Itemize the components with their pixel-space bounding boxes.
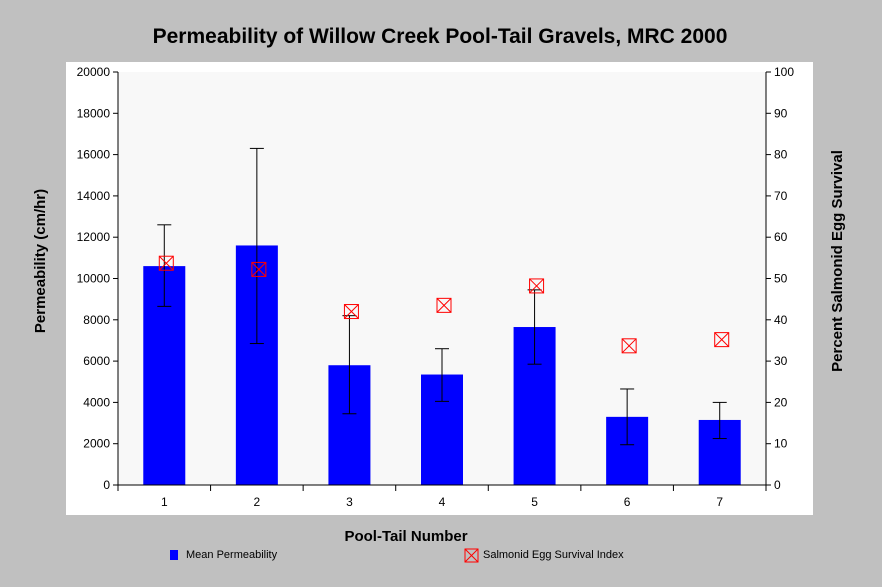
survival-marker-cross-b [344,304,359,319]
survival-marker-cross-b [158,255,174,271]
x-tick-label: 6 [624,495,631,509]
x-tick-label: 7 [716,495,723,509]
legend-label-egg-survival: Salmonid Egg Survival Index [483,549,624,561]
y2-axis-title: Percent Salmonid Egg Survival [829,150,846,372]
y-tick-label: 12000 [77,230,111,244]
survival-marker-cross-b [436,297,452,313]
red-boxed-x-icon [464,548,479,562]
legend-label-mean-permeability: Mean Permeability [186,549,278,561]
survival-marker [343,304,359,320]
x-tick-label: 5 [531,495,538,509]
y-tick-label: 10000 [77,272,111,286]
y2-tick-label: 70 [774,189,788,203]
survival-marker [436,297,452,313]
x-axis-title: Pool-Tail Number [344,528,467,545]
y-axis-title: Permeability (cm/hr) [32,189,49,333]
legend-item-egg-survival: Salmonid Egg Survival Index [464,547,624,563]
survival-marker-cross-b [621,338,637,354]
y2-tick-label: 40 [774,313,788,327]
bar-legend-swatch [170,550,178,560]
y2-tick-label: 90 [774,106,788,120]
survival-marker [529,278,545,294]
x-tick-label: 1 [161,495,168,509]
y-tick-label: 14000 [77,189,111,203]
survival-marker [714,332,730,348]
survival-marker [621,338,637,354]
survival-marker-cross-b [251,262,267,277]
x-tick-label: 3 [346,495,353,509]
y-tick-label: 16000 [77,148,111,162]
y2-tick-label: 30 [774,354,788,368]
y-tick-label: 6000 [83,354,110,368]
legend-item-mean-permeability: Mean Permeability [170,547,277,563]
y-tick-label: 8000 [83,313,110,327]
chart-marks: 0200040006000800010000120001400016000180… [77,65,795,509]
y2-tick-label: 10 [774,437,788,451]
survival-marker [158,255,174,271]
y2-tick-label: 80 [774,148,788,162]
x-tick-label: 2 [254,495,261,509]
y-tick-label: 2000 [83,437,110,451]
y2-tick-label: 0 [774,478,781,492]
y2-tick-label: 50 [774,272,788,286]
y-tick-label: 0 [103,478,110,492]
y2-tick-label: 20 [774,395,788,409]
y-tick-label: 20000 [77,65,111,79]
survival-marker-cross-b [529,278,544,294]
chart-title: Permeability of Willow Creek Pool-Tail G… [153,25,728,48]
y-tick-label: 18000 [77,106,111,120]
y2-tick-label: 100 [774,65,794,79]
survival-marker-cross-b [714,332,730,347]
y-tick-label: 4000 [83,395,110,409]
y2-tick-label: 60 [774,230,788,244]
survival-marker [251,261,267,277]
x-tick-label: 4 [439,495,446,509]
